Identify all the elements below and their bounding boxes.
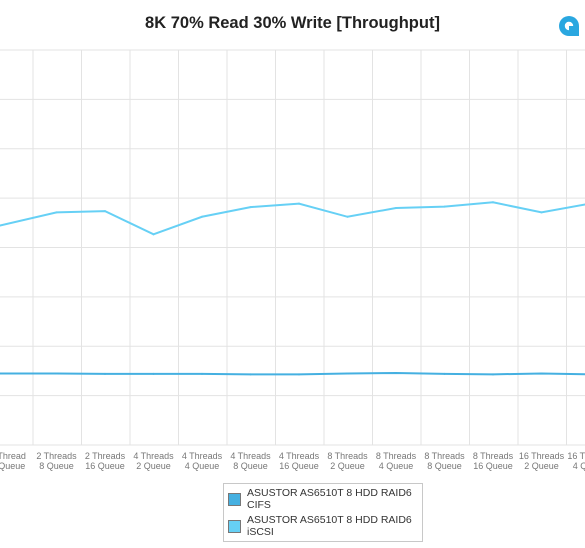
legend-item-iscsi[interactable]: ASUSTOR AS6510T 8 HDD RAID6 iSCSI: [228, 514, 418, 539]
x-tick-label: 16 Threads 2 Queue: [519, 451, 565, 471]
chart-title: 8K 70% Read 30% Write [Throughput]: [145, 14, 440, 32]
x-tick-label: 4 Threads 8 Queue: [230, 451, 271, 471]
x-tick-label: 4 Threads 2 Queue: [133, 451, 174, 471]
data-point: [298, 373, 300, 376]
brand-logo-icon: [559, 16, 579, 36]
x-tick-label: 4 Threads 4 Queue: [182, 451, 223, 471]
data-point: [443, 372, 446, 375]
legend-swatch-iscsi: [228, 520, 241, 533]
x-tick-label: 8 Threads 2 Queue: [327, 451, 368, 471]
legend-swatch-cifs: [228, 493, 241, 506]
x-tick-label: 8 Threads 8 Queue: [424, 451, 465, 471]
data-point: [298, 202, 300, 205]
x-tick-label: 2 Threads 16 Queue: [85, 451, 126, 471]
data-point: [104, 210, 106, 213]
x-tick-label: 2 Threads 8 Queue: [36, 451, 77, 471]
x-tick-label: 4 Threads 16 Queue: [279, 451, 320, 471]
legend-label-iscsi: ASUSTOR AS6510T 8 HDD RAID6 iSCSI: [247, 514, 412, 538]
data-point: [0, 224, 1, 227]
data-point: [346, 372, 349, 375]
x-tick-label: 8 Threads 16 Queue: [473, 451, 514, 471]
data-point: [395, 207, 397, 209]
data-point: [346, 215, 349, 218]
data-point: [492, 373, 494, 376]
legend: ASUSTOR AS6510T 8 HDD RAID6 CIFS ASUSTOR…: [223, 483, 423, 542]
data-point: [55, 211, 58, 214]
data-point: [492, 201, 494, 204]
legend-item-cifs[interactable]: ASUSTOR AS6510T 8 HDD RAID6 CIFS: [228, 487, 418, 512]
data-point: [104, 372, 106, 375]
data-point: [152, 233, 155, 236]
data-point: [201, 215, 203, 218]
data-point: [249, 206, 252, 209]
x-tick-label: 8 Threads 4 Queue: [376, 451, 417, 471]
data-point: [540, 372, 543, 375]
x-tick-label: 1 Thread1 Queue: [0, 451, 26, 471]
data-point: [540, 211, 543, 214]
data-point: [0, 372, 1, 375]
data-point: [152, 372, 155, 375]
series-line-iscsi: [0, 201, 585, 236]
data-point: [201, 372, 203, 375]
data-point: [249, 373, 252, 376]
data-point: [395, 372, 397, 375]
data-point: [55, 372, 58, 375]
data-point: [443, 205, 446, 208]
series-line-cifs: [0, 372, 585, 376]
legend-label-cifs: ASUSTOR AS6510T 8 HDD RAID6 CIFS: [247, 487, 412, 511]
